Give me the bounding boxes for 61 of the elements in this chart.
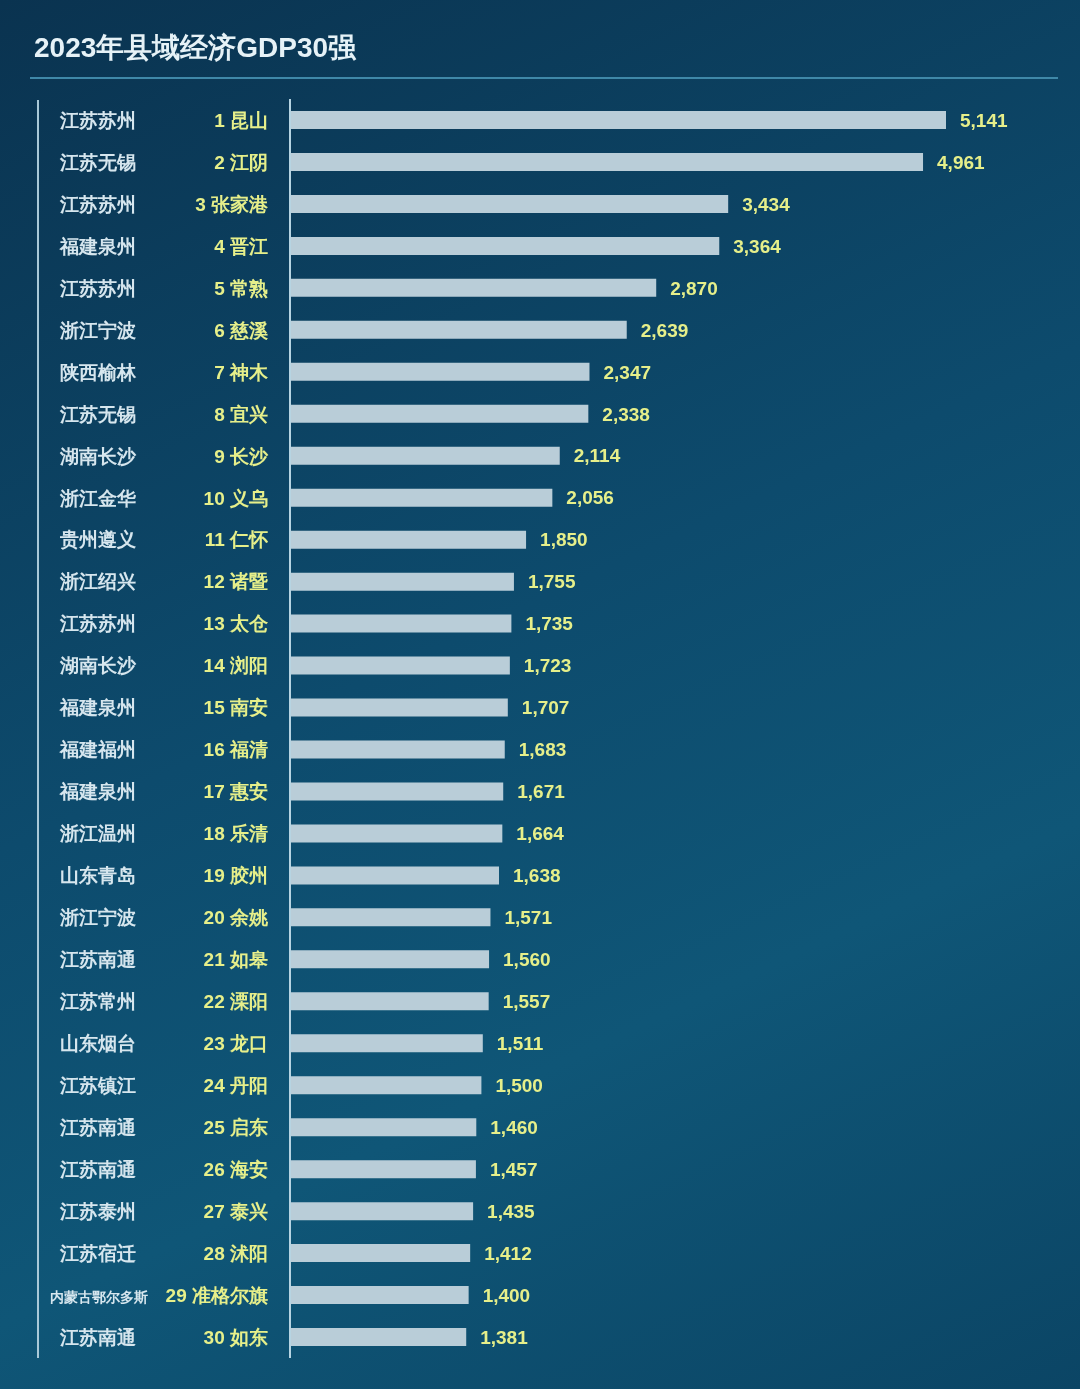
data-label: 2,338 [602, 403, 650, 425]
category-label: 江苏苏州 1 昆山 [60, 109, 268, 131]
data-label: 2,347 [603, 361, 652, 383]
category-label: 福建泉州 17 惠安 [60, 781, 268, 803]
data-label: 1,638 [513, 865, 561, 887]
data-label: 1,850 [540, 529, 588, 551]
category-label: 福建泉州 4 晋江 [60, 235, 268, 257]
category-label: 江苏常州 22 溧阳 [60, 991, 268, 1013]
chart-title: 2023年县域经济GDP30强 [34, 31, 357, 65]
data-label: 1,707 [521, 697, 570, 719]
category-label: 江苏苏州 3 张家港 [60, 193, 268, 215]
data-label: 2,870 [670, 277, 718, 299]
data-label: 1,683 [518, 739, 567, 761]
category-label: 江苏南通 21 如皋 [60, 949, 268, 971]
data-label: 1,400 [482, 1284, 531, 1306]
category-label: 内蒙古鄂尔多斯 29 准格尔旗 [50, 1284, 268, 1306]
category-label: 湖南长沙 14 浏阳 [60, 655, 268, 677]
data-label: 1,435 [487, 1200, 536, 1222]
data-label: 4,961 [937, 151, 986, 173]
category-label: 山东青岛 19 胶州 [60, 865, 268, 887]
category-label: 江苏南通 25 启东 [60, 1117, 268, 1139]
category-label: 江苏无锡 2 江阴 [60, 151, 268, 173]
category-label: 湖南长沙 9 长沙 [60, 445, 268, 467]
data-label: 1,557 [502, 991, 551, 1013]
data-label: 1,457 [489, 1158, 538, 1180]
data-label: 2,114 [573, 445, 621, 467]
category-label: 江苏泰州 27 泰兴 [60, 1200, 268, 1222]
category-label: 浙江金华 10 义乌 [60, 487, 268, 509]
category-label: 福建泉州 15 南安 [60, 697, 268, 719]
category-label: 江苏南通 26 海安 [60, 1158, 268, 1180]
data-label: 1,755 [527, 571, 576, 593]
data-label: 1,560 [503, 949, 551, 971]
category-label: 浙江宁波 20 余姚 [60, 907, 268, 929]
data-label: 1,381 [480, 1326, 529, 1348]
data-label: 1,664 [516, 823, 565, 845]
category-label: 浙江温州 18 乐清 [60, 823, 268, 845]
data-label: 1,723 [523, 655, 572, 677]
data-label: 1,511 [496, 1033, 544, 1055]
category-label: 江苏苏州 13 太仓 [60, 613, 268, 635]
data-label: 1,671 [517, 781, 566, 803]
category-label: 江苏苏州 5 常熟 [60, 277, 268, 299]
data-label: 5,141 [960, 109, 1008, 131]
category-label: 江苏无锡 8 宜兴 [60, 403, 268, 425]
data-label: 2,056 [566, 487, 614, 509]
category-label: 江苏宿迁 28 沭阳 [60, 1242, 268, 1264]
category-label: 贵州遵义 11 仁怀 [60, 529, 268, 551]
data-label: 1,460 [490, 1116, 538, 1138]
category-label: 浙江绍兴 12 诸暨 [60, 571, 268, 593]
data-label: 3,434 [742, 193, 791, 215]
data-label: 1,500 [495, 1074, 543, 1096]
data-label: 1,412 [484, 1242, 532, 1264]
category-label: 陕西榆林 7 神木 [60, 361, 268, 383]
data-label: 2,639 [640, 319, 689, 341]
category-label: 福建福州 16 福清 [60, 739, 268, 761]
data-label: 1,735 [525, 613, 574, 635]
data-label: 3,364 [733, 235, 782, 257]
category-label: 江苏镇江 24 丹阳 [60, 1075, 268, 1097]
category-label: 浙江宁波 6 慈溪 [60, 319, 268, 341]
data-label: 1,571 [504, 907, 553, 929]
category-label: 山东烟台 23 龙口 [60, 1033, 268, 1055]
category-label: 江苏南通 30 如东 [60, 1326, 268, 1348]
